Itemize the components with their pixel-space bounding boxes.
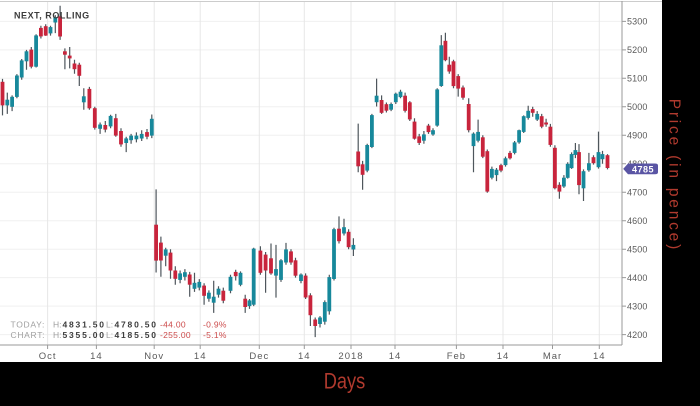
svg-text:Days: Days [324, 369, 366, 394]
svg-text:H:: H: [53, 320, 62, 330]
svg-text:Oct: Oct [39, 351, 57, 362]
svg-text:4500: 4500 [627, 244, 648, 254]
svg-text:4700: 4700 [627, 187, 648, 197]
svg-text:-44.00: -44.00 [160, 320, 186, 330]
svg-text:CHART:: CHART: [11, 330, 46, 340]
svg-text:4400: 4400 [627, 273, 648, 283]
svg-text:14: 14 [298, 351, 311, 362]
svg-text:TODAY:: TODAY: [11, 320, 46, 330]
svg-text:H:: H: [53, 330, 62, 340]
svg-text:Feb: Feb [447, 351, 466, 362]
svg-text:-5.1%: -5.1% [203, 330, 227, 340]
svg-text:Nov: Nov [144, 351, 164, 362]
svg-text:4600: 4600 [627, 216, 648, 226]
svg-text:5355.00: 5355.00 [63, 330, 106, 340]
svg-text:4185.50: 4185.50 [115, 330, 158, 340]
svg-text:NEXT, ROLLING: NEXT, ROLLING [14, 11, 90, 21]
svg-text:5200: 5200 [627, 45, 648, 55]
svg-text:4200: 4200 [627, 330, 648, 340]
svg-text:Mar: Mar [543, 351, 562, 362]
svg-text:L:: L: [106, 330, 113, 340]
svg-text:Price (in pence): Price (in pence) [666, 99, 683, 252]
svg-text:14: 14 [194, 351, 207, 362]
svg-text:4831.50: 4831.50 [63, 320, 106, 330]
svg-text:14: 14 [497, 351, 510, 362]
svg-text:14: 14 [593, 351, 606, 362]
svg-text:14: 14 [389, 351, 402, 362]
svg-text:5300: 5300 [627, 17, 648, 27]
svg-text:L:: L: [106, 320, 113, 330]
svg-text:-255.00: -255.00 [160, 330, 191, 340]
svg-text:4785: 4785 [632, 164, 654, 174]
svg-text:4780.50: 4780.50 [115, 320, 158, 330]
svg-text:5000: 5000 [627, 102, 648, 112]
svg-text:4300: 4300 [627, 301, 648, 311]
svg-text:5100: 5100 [627, 74, 648, 84]
svg-text:-0.9%: -0.9% [203, 320, 227, 330]
svg-text:2018: 2018 [338, 351, 363, 362]
svg-text:Dec: Dec [249, 351, 269, 362]
svg-text:4900: 4900 [627, 131, 648, 141]
svg-text:14: 14 [90, 351, 103, 362]
